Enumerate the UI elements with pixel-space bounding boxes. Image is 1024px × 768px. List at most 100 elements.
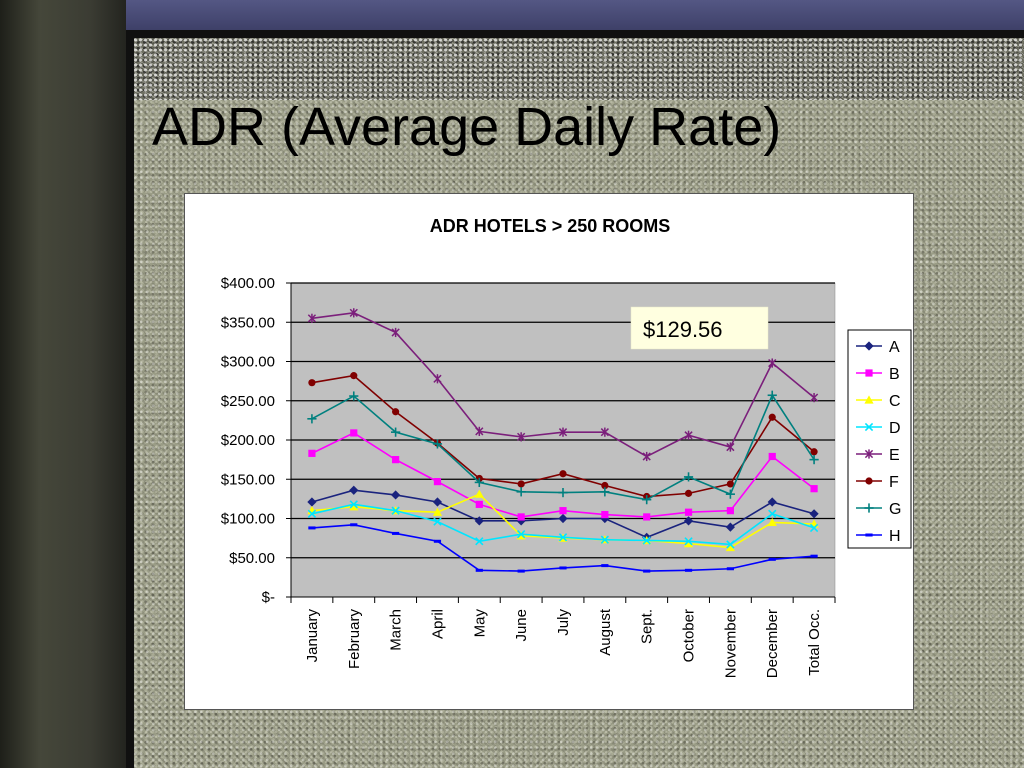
data-point — [810, 448, 818, 456]
x-tick-label: Sept. — [639, 609, 656, 644]
data-point — [308, 449, 316, 457]
data-point — [432, 497, 443, 507]
data-point — [432, 439, 443, 449]
data-point — [517, 569, 525, 573]
x-tick-label: May — [471, 609, 488, 638]
data-point-stroke — [809, 523, 819, 533]
legend-label: H — [889, 528, 901, 545]
data-point — [516, 487, 526, 497]
data-point — [768, 413, 776, 421]
data-point — [864, 341, 874, 351]
data-point — [864, 449, 874, 459]
data-point — [350, 429, 358, 437]
data-point-stroke — [558, 533, 568, 542]
data-point — [810, 485, 818, 493]
data-point — [865, 477, 873, 485]
legend-label: F — [889, 474, 899, 491]
left-decorative-band — [0, 0, 126, 768]
data-point-stroke — [433, 517, 442, 526]
y-tick-label: $400.00 — [221, 275, 275, 292]
legend-item-e: E — [856, 447, 900, 464]
series-g — [307, 390, 819, 505]
data-point — [558, 533, 568, 542]
data-point — [768, 358, 777, 368]
data-point — [684, 568, 693, 572]
data-point — [559, 507, 567, 515]
data-point — [768, 509, 777, 518]
data-point — [684, 489, 693, 497]
data-point — [726, 480, 734, 488]
y-tick-label: $250.00 — [221, 393, 275, 410]
data-point — [558, 427, 568, 437]
legend-label: B — [889, 366, 900, 383]
y-tick-label: $150.00 — [221, 471, 275, 488]
series-e — [307, 308, 819, 462]
x-tick-label: Total Occ. — [806, 609, 823, 676]
data-point — [809, 455, 819, 465]
data-point — [474, 516, 484, 526]
data-point — [643, 513, 651, 521]
data-point — [601, 481, 609, 490]
data-point — [726, 540, 735, 549]
data-point — [475, 426, 484, 436]
data-point — [643, 569, 651, 573]
data-point — [350, 372, 358, 380]
data-point — [601, 510, 609, 519]
legend-item-g: G — [856, 501, 901, 518]
data-point — [307, 509, 317, 518]
top-band — [0, 0, 1024, 30]
data-point — [474, 477, 484, 487]
data-point — [391, 327, 400, 338]
data-point — [391, 427, 401, 437]
x-tick-label: April — [429, 609, 446, 639]
data-point — [475, 537, 484, 546]
data-point — [307, 313, 317, 323]
data-point-stroke — [391, 506, 400, 515]
legend-label: A — [889, 339, 900, 356]
y-tick-label: $50.00 — [229, 550, 275, 567]
data-point — [558, 487, 568, 498]
slide-texture-strip — [134, 38, 1024, 100]
legend-item-h: H — [856, 528, 901, 545]
data-point-stroke — [307, 509, 317, 518]
data-point — [433, 539, 442, 543]
data-point — [809, 393, 819, 403]
legend-label: D — [889, 420, 901, 437]
data-point — [767, 497, 777, 507]
data-point — [349, 502, 359, 511]
data-point-stroke — [600, 535, 610, 544]
data-point-stroke — [768, 509, 777, 518]
data-point — [865, 369, 873, 377]
data-point — [684, 508, 693, 516]
data-point — [725, 522, 735, 532]
data-point-stroke — [475, 537, 484, 546]
legend-item-b: B — [856, 366, 900, 383]
legend-label: C — [889, 393, 901, 410]
data-point — [307, 414, 317, 424]
data-point-stroke — [349, 500, 358, 509]
data-point — [601, 564, 609, 568]
data-point — [726, 507, 734, 515]
data-point — [600, 427, 609, 437]
data-point — [308, 526, 316, 530]
x-tick-label: October — [681, 609, 698, 662]
data-point — [683, 539, 694, 548]
data-point — [517, 480, 525, 488]
data-point — [558, 513, 568, 524]
annotation-text: $129.56 — [643, 317, 723, 342]
data-point — [642, 495, 652, 505]
data-point — [559, 566, 567, 570]
y-tick-label: $300.00 — [221, 354, 275, 371]
data-point — [810, 554, 818, 558]
legend-item-f: F — [856, 474, 899, 491]
data-point — [600, 535, 610, 544]
data-point — [725, 489, 735, 499]
y-tick-label: $350.00 — [221, 314, 275, 331]
data-point — [350, 523, 358, 527]
data-point — [516, 530, 526, 539]
data-point — [809, 523, 819, 533]
data-point — [684, 537, 693, 546]
legend-item-c: C — [856, 393, 901, 410]
data-point — [642, 536, 651, 545]
